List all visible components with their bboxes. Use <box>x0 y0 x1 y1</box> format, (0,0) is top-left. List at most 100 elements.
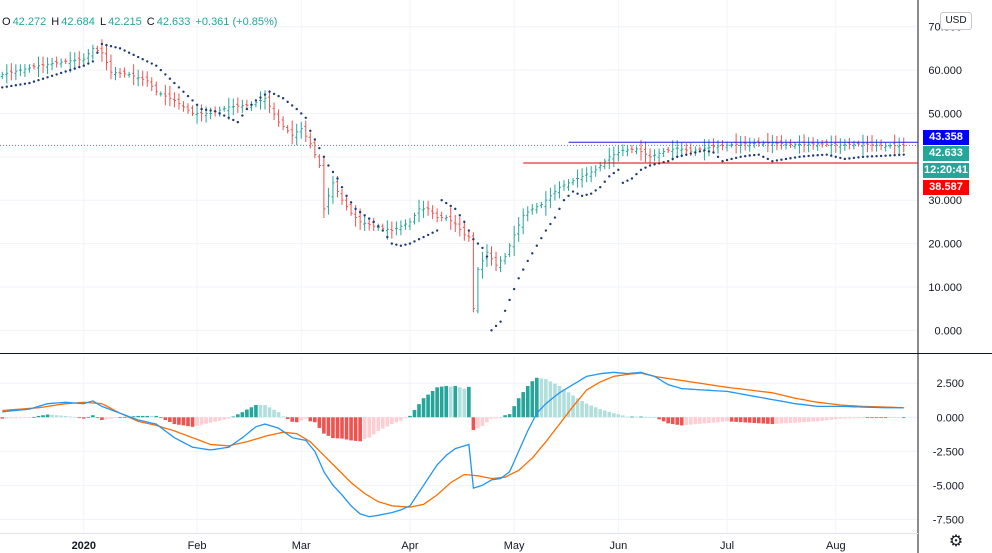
macd-histogram-bar <box>892 417 897 419</box>
macd-histogram-bar <box>797 417 802 423</box>
sar-dot <box>173 81 176 85</box>
currency-button[interactable]: USD <box>940 12 972 30</box>
macd-histogram-bar <box>779 417 784 424</box>
macd-histogram-bar <box>534 377 539 418</box>
sar-dot <box>281 97 285 100</box>
sar-dot <box>445 201 448 205</box>
macd-histogram-bar <box>403 417 408 419</box>
support-price-text: 38.587 <box>929 181 963 193</box>
macd-histogram-bar <box>317 417 322 428</box>
sar-dot <box>630 177 634 180</box>
macd-histogram-bar <box>249 407 254 418</box>
close-label: C <box>146 16 155 28</box>
sar-dot <box>839 156 842 160</box>
x-tick-label: Mar <box>292 540 311 552</box>
sar-dot <box>771 159 774 163</box>
sar-dot <box>698 150 702 153</box>
macd-histogram-bar <box>236 414 240 418</box>
macd-histogram-bar <box>149 415 154 418</box>
sar-dot <box>784 157 788 161</box>
macd-histogram-bar <box>716 417 720 423</box>
macd-histogram-bar <box>331 417 335 439</box>
macd-histogram-bar <box>530 381 535 418</box>
sar-dot <box>118 47 122 50</box>
macd-histogram-bar <box>865 417 870 419</box>
sar-dot <box>517 277 520 280</box>
gear-icon[interactable]: ⚙ <box>948 533 964 550</box>
macd-histogram-bar <box>27 417 32 419</box>
macd-histogram-bar <box>612 413 616 418</box>
sar-dot <box>286 100 289 104</box>
macd-histogram-bar <box>41 415 45 418</box>
macd-histogram-bar <box>616 414 621 418</box>
sar-dot <box>114 46 117 49</box>
sar-dot <box>381 229 384 232</box>
sar-dot <box>576 192 579 195</box>
macd-histogram-bar <box>104 417 109 420</box>
macd-histogram-bar <box>358 417 362 442</box>
sar-dot <box>567 194 570 198</box>
sar-dot <box>712 151 715 154</box>
macd-histogram-bar <box>254 405 258 418</box>
macd-histogram-bar <box>888 417 892 419</box>
macd-histogram-bar <box>430 390 435 418</box>
macd-histogram-bar <box>81 417 86 419</box>
y-tick-label: 10.000 <box>928 282 962 294</box>
macd-histogram-bar <box>299 417 304 421</box>
macd-histogram-bar <box>498 417 503 419</box>
signal-line <box>2 372 904 508</box>
resistance-price-text: 43.358 <box>929 131 963 143</box>
macd-histogram-bar <box>86 416 91 418</box>
macd-histogram-bar <box>666 417 670 424</box>
sar-dot <box>440 198 443 202</box>
macd-histogram-bar <box>507 414 512 418</box>
sar-dot <box>245 107 249 111</box>
macd-histogram-bar <box>494 417 498 419</box>
macd-histogram-bar <box>45 414 50 418</box>
sar-dot <box>236 120 240 124</box>
sar-dot <box>87 62 90 65</box>
sar-dot <box>150 62 153 65</box>
sar-dot <box>318 146 321 150</box>
macd-histogram-bar <box>276 412 281 418</box>
sar-dot <box>571 190 575 193</box>
sar-dot <box>32 80 36 83</box>
x-tick-label: 2020 <box>72 540 96 552</box>
macd-histogram-bar <box>263 405 267 418</box>
sar-dot <box>589 192 593 195</box>
sar-dot <box>472 238 475 241</box>
sar-dot <box>268 90 271 93</box>
sar-dot <box>377 225 380 228</box>
macd-line <box>2 371 904 518</box>
macd-histogram-bar <box>480 417 485 426</box>
sar-dot <box>558 207 561 211</box>
macd-histogram-bar <box>199 417 204 425</box>
macd-histogram-bar <box>720 417 725 422</box>
macd-histogram-bar <box>775 417 779 424</box>
high-value: 42.684 <box>61 16 95 28</box>
sar-dot <box>753 153 756 157</box>
sar-dot <box>254 99 258 102</box>
sar-dot <box>617 168 620 172</box>
macd-histogram-bar <box>598 409 603 418</box>
sar-dot <box>109 45 113 48</box>
macd-histogram-bar <box>467 386 471 418</box>
macd-histogram-bar <box>756 417 761 424</box>
macd-histogram-bar <box>195 417 199 426</box>
macd-histogram-bar <box>272 409 276 418</box>
macd-histogram-bar <box>729 417 734 422</box>
sar-dot <box>227 116 230 119</box>
macd-histogram-bar <box>340 417 344 439</box>
x-tick-label: Aug <box>826 540 846 552</box>
macd-histogram-bar <box>294 417 299 423</box>
macd-histogram-bar <box>584 403 589 418</box>
sar-dot <box>300 112 303 115</box>
sar-dot <box>898 153 901 157</box>
macd-histogram-bar <box>657 417 661 420</box>
sar-dot <box>363 214 366 217</box>
sar-dot <box>870 155 874 158</box>
sar-dot <box>50 74 54 78</box>
sar-dot <box>875 154 878 158</box>
macd-histogram-bar <box>661 417 666 422</box>
